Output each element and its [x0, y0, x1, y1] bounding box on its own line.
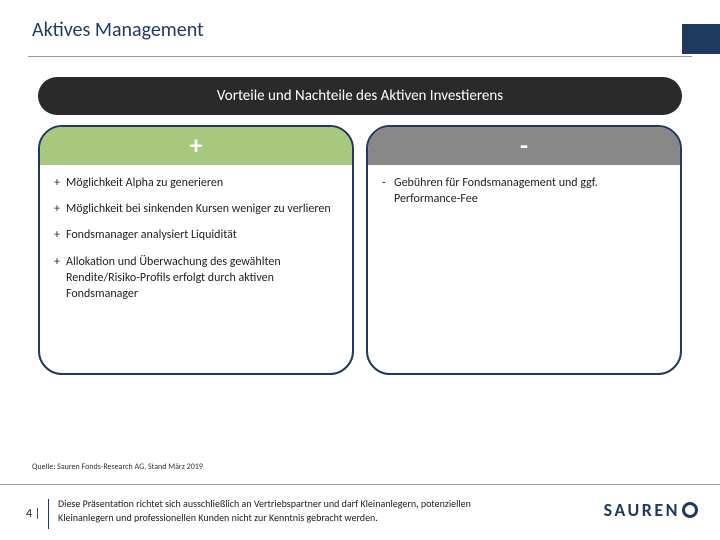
list-item: +Möglichkeit bei sinkenden Kursen wenige…	[54, 201, 338, 217]
minus-header: -	[368, 127, 680, 165]
pros-list: +Möglichkeit Alpha zu generieren +Möglic…	[40, 165, 352, 302]
header-accent-block	[682, 24, 720, 54]
logo-ring-icon	[682, 502, 698, 518]
list-item: +Fondsmanager analysiert Liquidität	[54, 227, 338, 243]
disclaimer-text: Diese Präsentation richtet sich ausschli…	[58, 497, 498, 524]
logo-text: SAUREN	[604, 499, 680, 521]
section-title: Vorteile und Nachteile des Aktiven Inves…	[38, 77, 682, 115]
header-divider	[28, 56, 692, 57]
page-number: 4 |	[26, 499, 49, 529]
comparison-columns: + +Möglichkeit Alpha zu generieren +Mögl…	[38, 125, 682, 375]
footer: 4 | Diese Präsentation richtet sich auss…	[0, 484, 720, 540]
brand-logo: SAUREN	[604, 499, 698, 521]
page-title: Aktives Management	[32, 18, 204, 42]
plus-header: +	[40, 127, 352, 165]
cons-card: - -Gebühren für Fondsmanagement und ggf.…	[366, 125, 682, 375]
pros-card: + +Möglichkeit Alpha zu generieren +Mögl…	[38, 125, 354, 375]
list-item: +Möglichkeit Alpha zu generieren	[54, 175, 338, 191]
list-item: -Gebühren für Fondsmanagement und ggf. P…	[382, 175, 666, 207]
source-note: Quelle: Sauren Fonds-Research AG, Stand …	[32, 462, 203, 472]
cons-list: -Gebühren für Fondsmanagement und ggf. P…	[368, 165, 680, 207]
list-item: +Allokation und Überwachung des gewählte…	[54, 254, 338, 303]
